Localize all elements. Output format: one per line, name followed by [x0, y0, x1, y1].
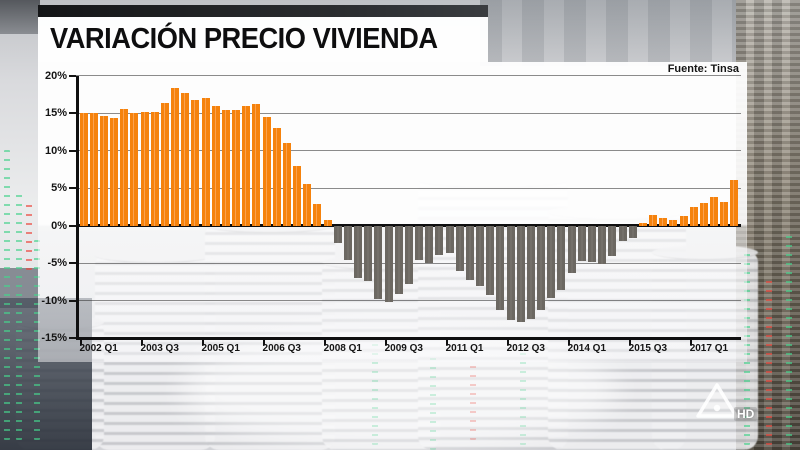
chart-source-label: Fuente: Tinsa — [667, 63, 739, 75]
title-band: VARIACIÓN PRECIO VIVIENDA — [38, 17, 488, 62]
chart-panel — [38, 62, 747, 362]
ticker-column-icon — [16, 190, 22, 440]
page-title: VARIACIÓN PRECIO VIVIENDA — [50, 23, 438, 55]
ticker-column-icon — [34, 240, 40, 440]
background-corner-building — [0, 0, 40, 34]
channel-watermark: HD — [694, 381, 770, 431]
antena3-logo-icon — [696, 383, 738, 418]
ticker-column-icon — [520, 350, 526, 445]
ticker-column-icon — [744, 250, 750, 445]
ticker-column-icon — [430, 355, 436, 450]
ticker-column-icon — [786, 230, 792, 445]
ticker-column-icon — [470, 360, 476, 440]
ticker-column-icon — [372, 340, 378, 445]
hd-badge: HD — [734, 407, 758, 421]
title-top-bar — [38, 5, 488, 17]
ticker-column-icon — [26, 200, 32, 270]
ticker-column-icon — [4, 150, 10, 440]
ticker-column-icon — [766, 280, 772, 445]
